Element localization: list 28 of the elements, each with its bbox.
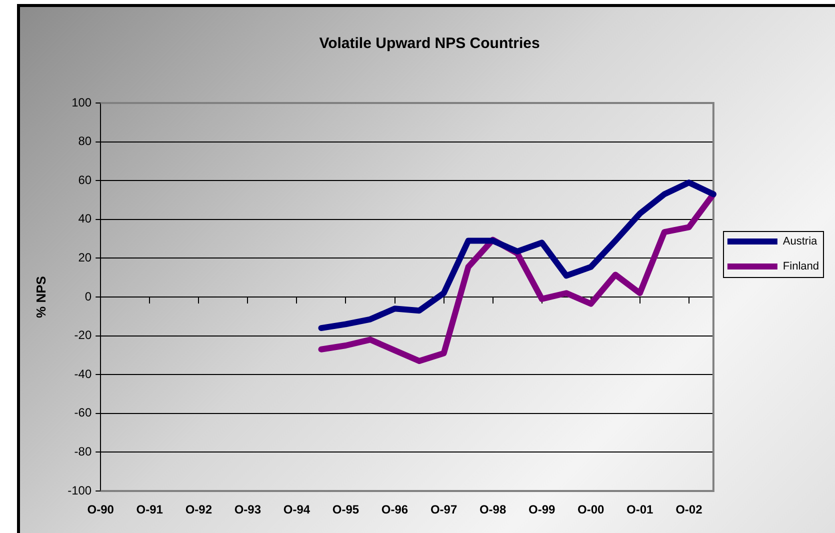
x-tick-label: O-93 (234, 502, 262, 516)
chart-title: Volatile Upward NPS Countries (319, 35, 540, 52)
y-tick-label: 40 (78, 212, 92, 226)
y-axis-title: % NPS (33, 276, 48, 318)
x-tick-label: O-97 (430, 502, 458, 516)
x-tick-label: O-92 (185, 502, 212, 516)
x-tick-label: O-94 (283, 502, 310, 516)
y-tick-label: 20 (78, 250, 92, 265)
y-tick-label: -20 (74, 328, 92, 342)
x-tick-label: O-95 (332, 502, 360, 516)
y-tick-label: 80 (78, 134, 92, 148)
y-tick-label: 100 (72, 95, 92, 110)
x-tick-label: O-02 (676, 502, 703, 516)
x-tick-label: O-98 (479, 502, 506, 516)
legend-label: Finland (782, 260, 819, 273)
y-tick-label: -60 (74, 406, 92, 420)
y-tick-label: -40 (74, 366, 92, 381)
x-tick-label: O-99 (528, 502, 556, 516)
x-tick-label: O-91 (136, 502, 164, 516)
legend-label: Austria (782, 236, 818, 248)
y-tick-label: 0 (84, 289, 92, 304)
x-tick-label: O-00 (578, 502, 605, 516)
x-tick-label: O-90 (87, 502, 114, 516)
y-tick-label: -100 (68, 483, 92, 498)
y-tick-label: -80 (74, 444, 92, 459)
y-tick-label: 60 (78, 172, 92, 187)
x-tick-label: O-01 (626, 502, 654, 516)
x-tick-label: O-96 (381, 502, 408, 516)
